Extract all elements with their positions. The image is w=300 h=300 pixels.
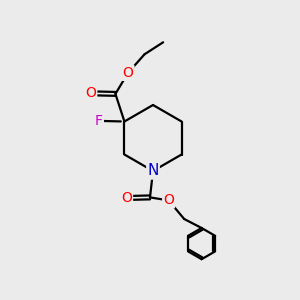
Text: N: N (147, 164, 159, 178)
Text: O: O (85, 86, 96, 100)
Text: O: O (123, 66, 134, 80)
Text: O: O (121, 191, 132, 205)
Text: O: O (163, 194, 174, 207)
Text: F: F (95, 114, 103, 128)
